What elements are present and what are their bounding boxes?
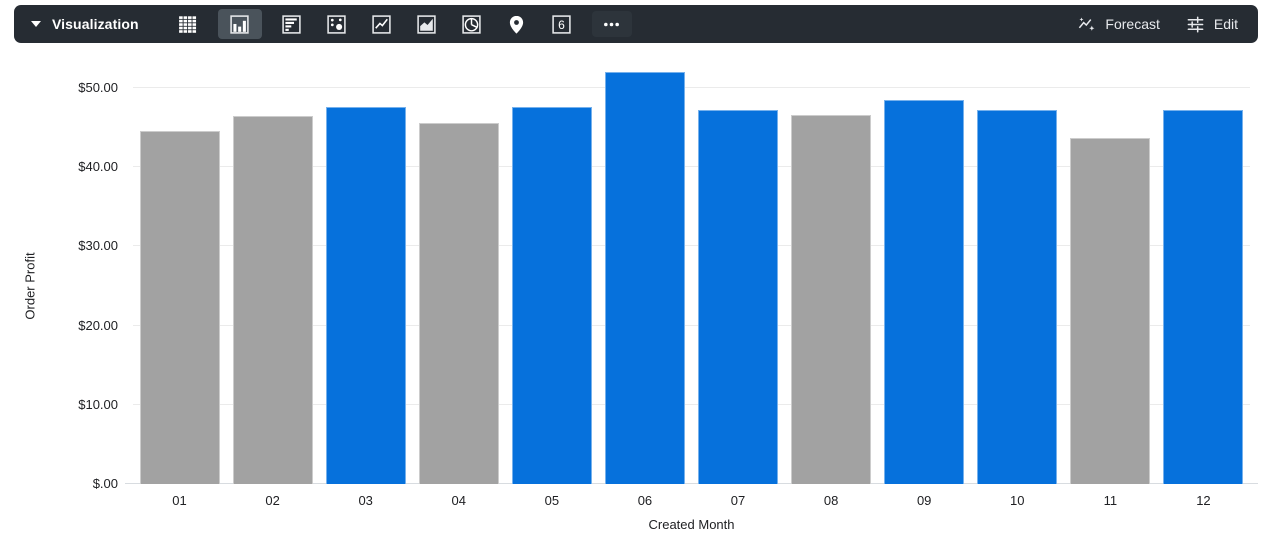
x-axis-line — [125, 483, 1258, 484]
forecast-icon — [1079, 16, 1095, 31]
map-icon — [510, 15, 524, 34]
bar-month-06[interactable] — [604, 71, 685, 484]
gridline — [133, 403, 1250, 405]
x-tick-label: 07 — [730, 493, 746, 508]
bar-month-05[interactable] — [511, 106, 592, 484]
more-icon — [604, 22, 620, 26]
bar-month-07[interactable] — [698, 109, 779, 484]
pie-chart-icon — [462, 14, 481, 34]
forecast-button-label: Forecast — [1105, 16, 1160, 32]
bar-month-10[interactable] — [977, 109, 1058, 484]
x-tick-label: 06 — [637, 493, 653, 508]
y-axis-tick-labels: $.00 $10.00 $20.00 $30.00 $40.00 $50.00 — [0, 60, 118, 491]
chart-type-selector: 6 — [173, 9, 632, 39]
table-icon — [179, 15, 197, 33]
edit-button[interactable]: Edit — [1186, 15, 1238, 34]
chart-type-line-chart-button[interactable] — [367, 9, 397, 39]
column-chart-icon — [230, 14, 249, 34]
forecast-button[interactable]: Forecast — [1077, 15, 1160, 34]
x-tick-label: 10 — [1010, 493, 1025, 508]
toolbar-title: Visualization — [52, 16, 139, 32]
bar-month-01[interactable] — [139, 131, 220, 484]
y-tick-label: $10.00 — [78, 396, 118, 412]
bar-month-12[interactable] — [1163, 109, 1244, 484]
x-axis-tick-labels: 01 02 03 04 05 06 07 08 09 10 11 12 — [133, 493, 1250, 511]
chart-type-table-button[interactable] — [173, 9, 203, 39]
x-axis-title: Created Month — [648, 517, 735, 532]
collapse-visualization-button[interactable]: Visualization — [14, 16, 139, 32]
x-tick-label: 05 — [544, 493, 560, 508]
x-tick-label: 12 — [1196, 493, 1211, 508]
gridline — [133, 245, 1250, 247]
x-tick-label: 09 — [916, 493, 932, 508]
visualization-toolbar: Visualization 6 Forecast Edit — [14, 5, 1258, 43]
y-tick-label: $40.00 — [78, 159, 118, 174]
gridline — [133, 166, 1250, 167]
gridline — [133, 324, 1250, 326]
toolbar-right-actions: Forecast Edit — [1077, 15, 1258, 34]
scatter-chart-icon — [327, 14, 346, 34]
x-tick-label: 03 — [358, 493, 373, 508]
chart-type-scatter-chart-button[interactable] — [322, 9, 352, 39]
y-tick-label: $30.00 — [78, 238, 118, 254]
x-tick-label: 02 — [265, 493, 280, 508]
single-value-icon: 6 — [552, 14, 571, 34]
svg-text:6: 6 — [558, 17, 565, 31]
x-tick-label: 08 — [823, 493, 839, 508]
chart-type-single-value-button[interactable]: 6 — [547, 9, 577, 39]
chart-type-more-button[interactable] — [591, 11, 632, 37]
edit-button-label: Edit — [1213, 16, 1238, 32]
edit-settings-icon — [1187, 16, 1204, 32]
chart-type-map-button[interactable] — [502, 9, 532, 39]
bar-month-04[interactable] — [418, 123, 499, 484]
bar-month-11[interactable] — [1070, 138, 1151, 484]
bar-month-03[interactable] — [325, 106, 406, 484]
chart-type-area-chart-button[interactable] — [412, 9, 442, 39]
line-chart-icon — [372, 14, 391, 34]
chart-type-pie-chart-button[interactable] — [457, 9, 487, 39]
bar-month-02[interactable] — [232, 116, 313, 484]
y-tick-label: $50.00 — [78, 79, 118, 95]
x-tick-label: 01 — [172, 493, 187, 508]
caret-down-icon — [31, 21, 41, 27]
plot-area — [125, 60, 1258, 484]
gridline — [133, 86, 1250, 88]
x-tick-label: 11 — [1103, 493, 1118, 508]
x-tick-label: 04 — [451, 493, 467, 508]
y-tick-label: $20.00 — [78, 317, 118, 333]
bar-month-08[interactable] — [791, 114, 872, 484]
bar-chart-icon — [282, 14, 301, 34]
area-chart-icon — [417, 14, 436, 34]
y-tick-label: $.00 — [92, 476, 118, 491]
bar-month-09[interactable] — [884, 99, 965, 484]
chart-type-column-chart-button[interactable] — [217, 9, 262, 39]
chart-type-bar-chart-button[interactable] — [277, 9, 307, 39]
